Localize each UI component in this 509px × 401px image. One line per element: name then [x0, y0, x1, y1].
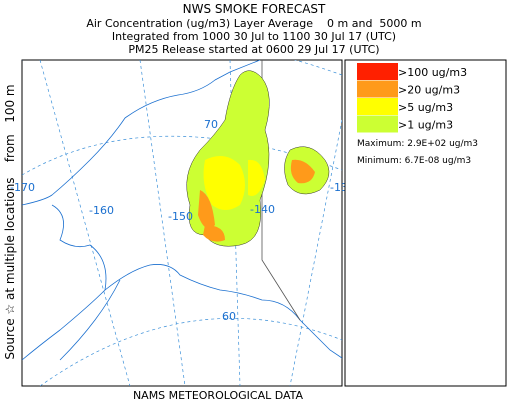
graticule	[139, 60, 186, 386]
minimum: Minimum: 6.7E-08 ug/m3	[357, 156, 471, 166]
smoke-area	[203, 156, 245, 210]
graticule	[39, 60, 131, 386]
subtitle: PM25 Release started at 0600 29 Jul 17 (…	[128, 43, 379, 56]
coastline	[104, 264, 342, 359]
legend-label: >1 ug/m3	[398, 119, 453, 132]
map: 70 -170 -160 -150 -140 -130 60	[10, 59, 355, 387]
graticule-label: 60	[222, 310, 236, 323]
smoke-area	[248, 159, 265, 196]
legend-label: >100 ug/m3	[398, 66, 467, 79]
smoke-area	[198, 190, 215, 229]
legend: Maximum: 2.9E+02 ug/m3 Minimum: 6.7E-08 …	[344, 59, 507, 387]
graticule-label: 70	[204, 118, 218, 131]
coastline	[22, 204, 107, 361]
graticule	[39, 317, 342, 386]
coastline	[59, 279, 121, 361]
graticule-label: -140	[250, 203, 275, 216]
footer: NAMS METEOROLOGICAL DATA	[133, 389, 304, 401]
side-label: Source ☆ at multiple locations from 100 …	[3, 84, 17, 359]
coastline	[22, 60, 261, 206]
legend-swatch	[357, 115, 398, 133]
legend-swatch	[357, 63, 398, 80]
legend-swatch	[357, 98, 398, 115]
map-frame	[21, 59, 343, 387]
graticule-label: -170	[10, 181, 35, 194]
subtitle: Air Concentration (ug/m3) Layer Average …	[86, 17, 421, 30]
subtitle: Integrated from 1000 30 Jul to 1100 30 J…	[112, 30, 396, 43]
graticule	[22, 135, 342, 176]
smoke-area	[203, 225, 225, 242]
title: NWS SMOKE FORECAST	[183, 2, 326, 16]
legend-label: >20 ug/m3	[398, 84, 460, 97]
smoke-area	[290, 159, 315, 184]
legend-label: >5 ug/m3	[398, 101, 453, 114]
legend-swatch	[357, 80, 398, 98]
maximum: Maximum: 2.9E+02 ug/m3	[357, 139, 478, 149]
graticule-label: -150	[168, 210, 193, 223]
graticule-label: -160	[89, 204, 114, 217]
